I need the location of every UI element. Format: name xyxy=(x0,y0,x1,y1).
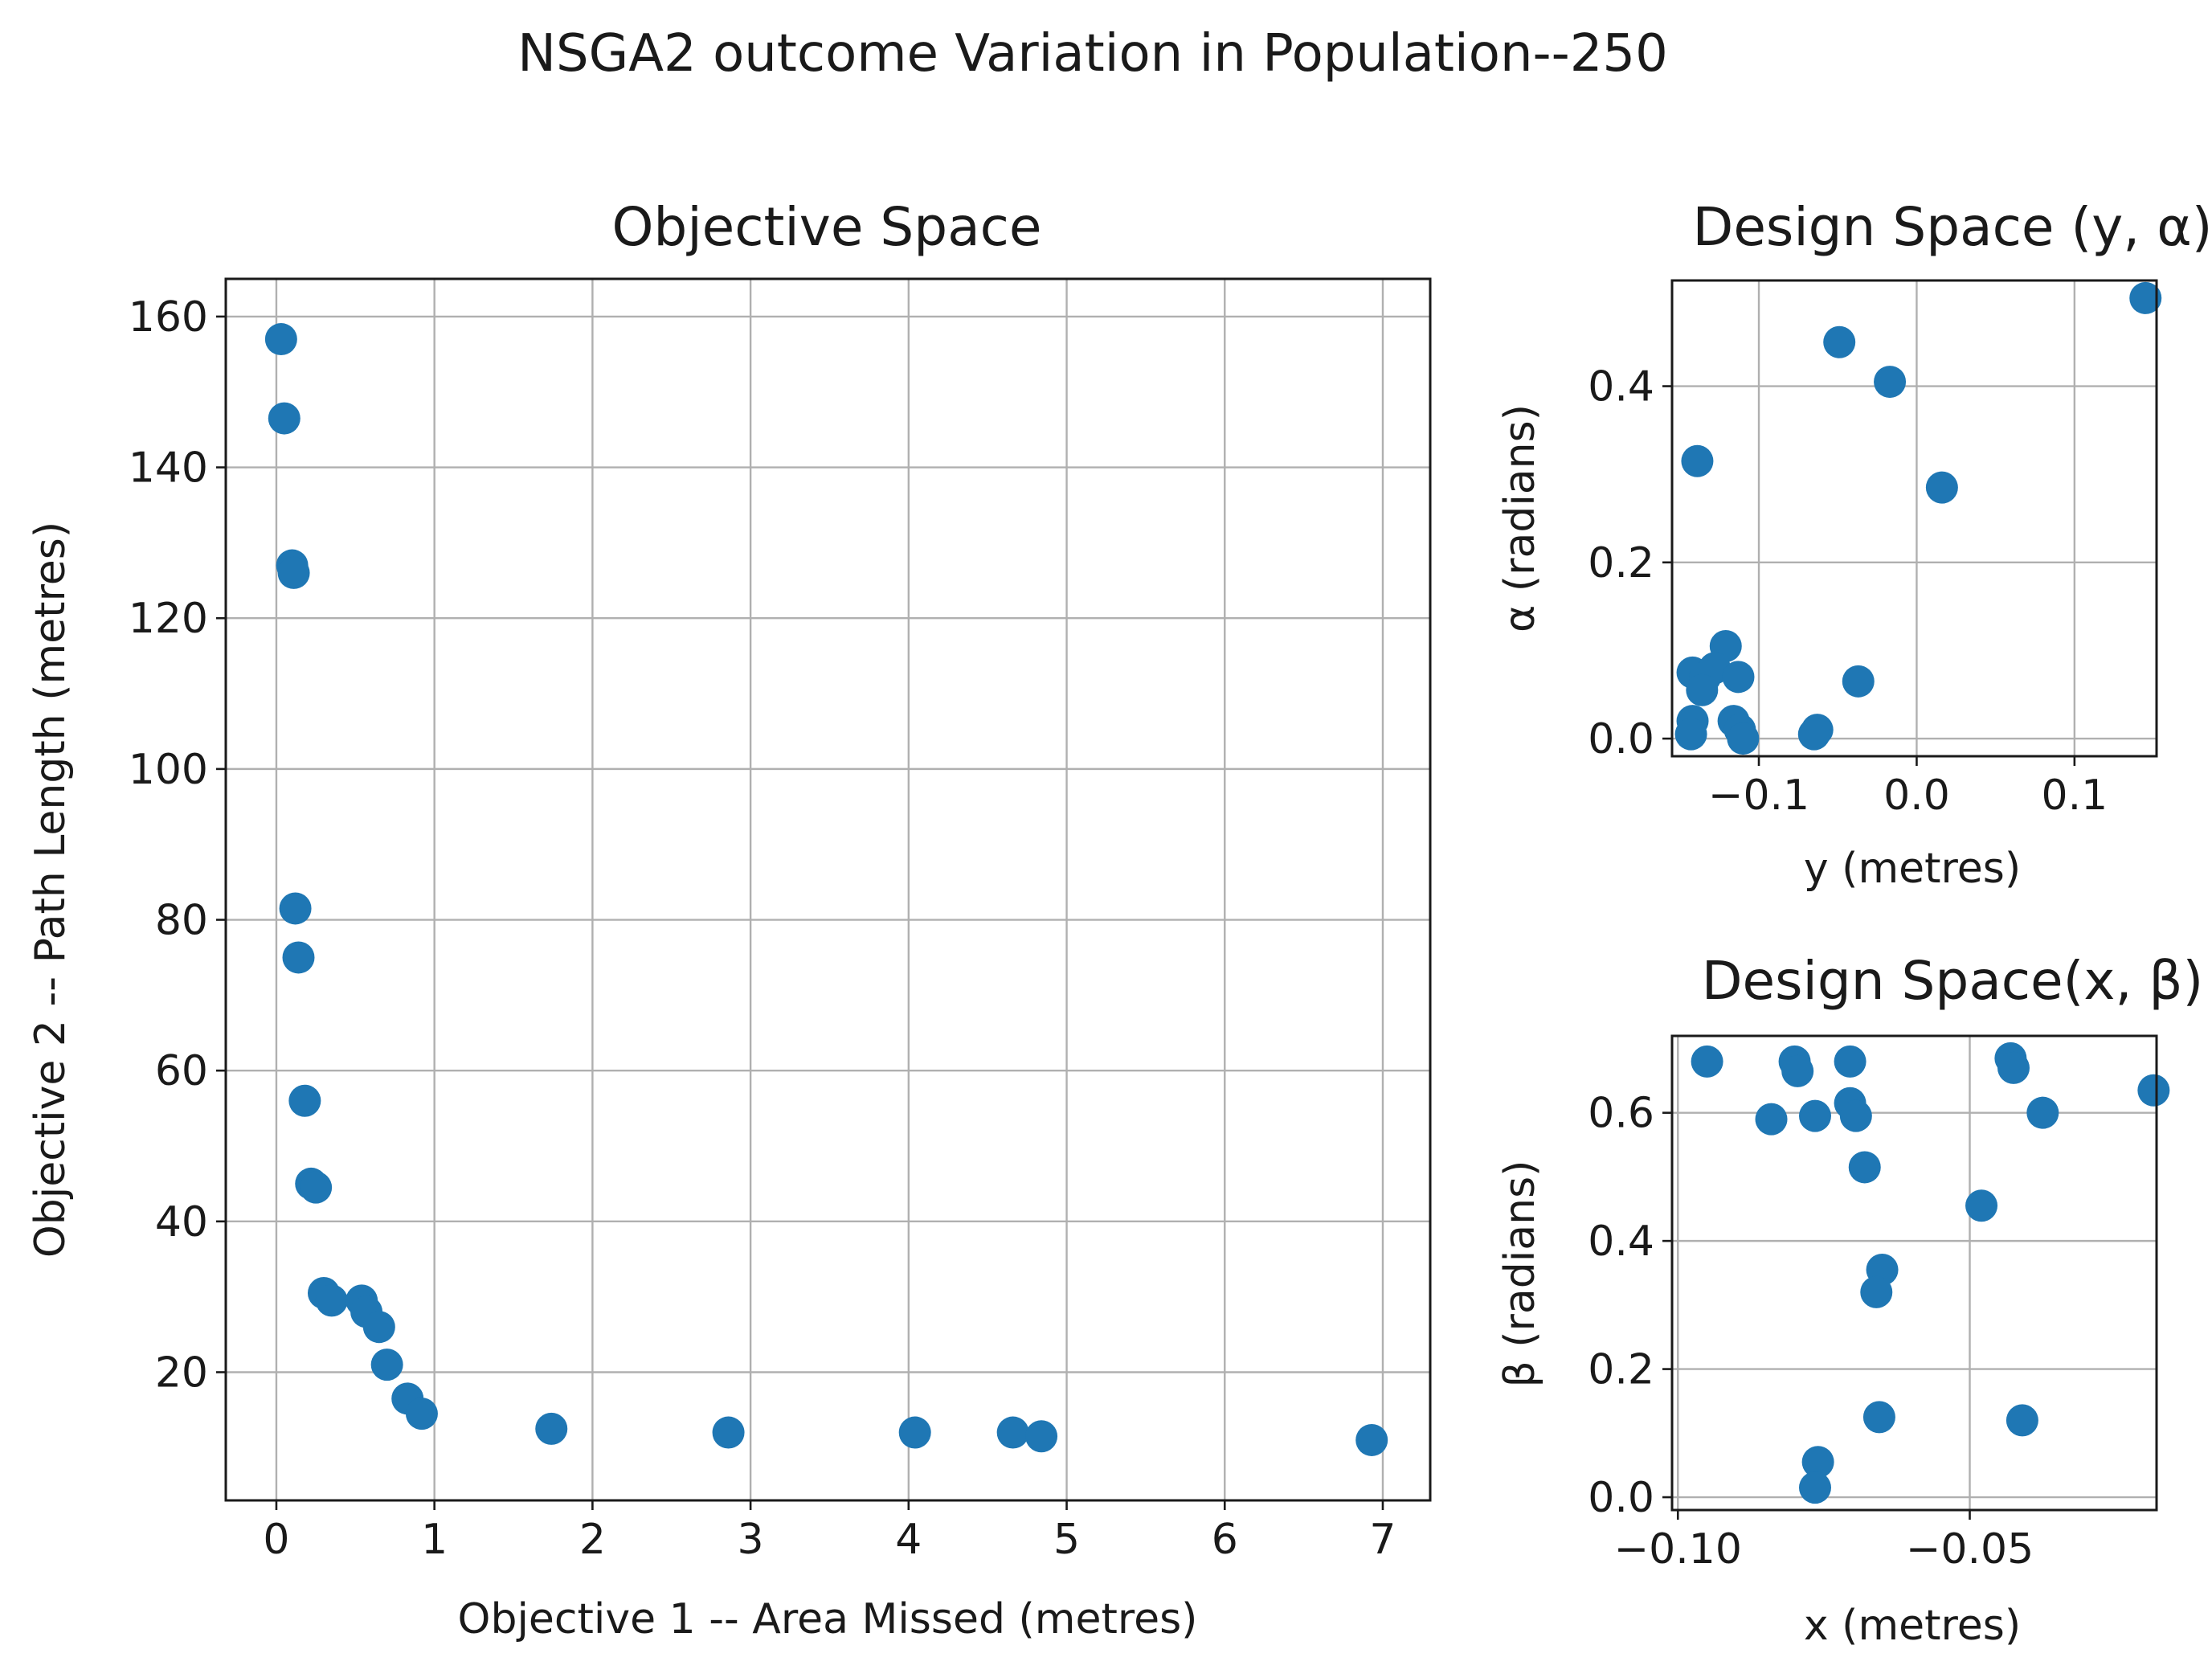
design-space-y-alpha-point xyxy=(1797,718,1830,751)
design-space-x-beta-ytick-label: 0.6 xyxy=(1588,1090,1654,1138)
design-space-x-beta-xtick-label: −0.05 xyxy=(1906,1525,2034,1574)
objective-space-point xyxy=(1355,1423,1388,1456)
design-space-y-alpha-xtick-label: 0.0 xyxy=(1883,771,1950,820)
objective-space-title: Objective Space xyxy=(611,196,1041,258)
design-space-x-beta-point xyxy=(1862,1401,1895,1434)
design-space-x-beta-ytick-label: 0.4 xyxy=(1588,1218,1654,1266)
design-space-x-beta-point xyxy=(2137,1074,2170,1107)
objective-space-point xyxy=(264,323,297,356)
design-space-x-beta-point xyxy=(1798,1099,1831,1132)
design-space-y-alpha-point xyxy=(2129,281,2162,314)
design-space-y-alpha-point xyxy=(1686,673,1719,706)
design-space-x-beta-points xyxy=(1691,1042,2170,1504)
design-space-y-alpha-point xyxy=(1727,722,1760,755)
design-space-y-alpha-ylabel: α (radians) xyxy=(1496,404,1544,632)
objective-space-ytick-label: 20 xyxy=(155,1349,208,1397)
design-space-x-beta-point xyxy=(1801,1446,1834,1479)
design-space-x-beta-title: Design Space(x, β) xyxy=(1702,950,2204,1012)
objective-space-point xyxy=(282,941,315,974)
design-space-x-beta-point xyxy=(2006,1404,2038,1437)
objective-space-point xyxy=(288,1084,321,1117)
design-space-x-beta-point xyxy=(2026,1096,2059,1129)
design-space-x-beta-point xyxy=(1781,1054,1814,1087)
design-space-y-alpha-ytick-label: 0.2 xyxy=(1588,539,1654,587)
design-space-x-beta-point xyxy=(1997,1051,2030,1084)
design-space-y-alpha-title: Design Space (y, α) xyxy=(1693,196,2212,258)
design-space-x-beta-grid xyxy=(1672,1036,2157,1510)
design-space-y-alpha-point xyxy=(1823,325,1856,358)
design-space-x-beta-point xyxy=(1691,1045,1723,1078)
design-space-y-alpha-point xyxy=(1842,665,1875,698)
design-space-y-alpha-point xyxy=(1722,661,1755,694)
objective-space-ticks: 0 1 2 3 4 5 6 7 20 40 60 80 100 120 140 160 xyxy=(129,293,1396,1564)
design-space-x-beta-frame xyxy=(1670,1034,2158,1512)
objective-space-xtick-label: 2 xyxy=(579,1516,606,1564)
design-space-y-alpha-point xyxy=(1874,366,1907,399)
design-space-y-alpha-point xyxy=(1681,444,1714,477)
objective-space-point xyxy=(405,1398,438,1430)
design-space-x-beta-point xyxy=(1848,1151,1881,1184)
objective-space-xtick-label: 0 xyxy=(263,1516,289,1564)
objective-space-xtick-label: 7 xyxy=(1369,1516,1396,1564)
design-space-x-beta-panel: Design Space(x, β) −0.10 −0.05 0.0 0.2 0.4 0.… xyxy=(1496,950,2203,1650)
objective-space-point xyxy=(315,1284,348,1317)
objective-space-point xyxy=(712,1416,745,1449)
objective-space-panel: Objective Space 0 1 2 3 4 5 6 7 20 40 60 80 100 120 14… xyxy=(27,196,1432,1643)
objective-space-point xyxy=(362,1311,395,1344)
objective-space-point xyxy=(370,1349,403,1381)
objective-space-ytick-label: 100 xyxy=(129,746,208,794)
design-space-x-beta-xtick-label: −0.10 xyxy=(1614,1525,1742,1574)
objective-space-ytick-label: 60 xyxy=(155,1047,208,1095)
objective-space-ytick-label: 140 xyxy=(129,444,208,493)
design-space-y-alpha-ytick-label: 0.4 xyxy=(1588,363,1654,411)
objective-space-frame xyxy=(224,277,1432,1502)
objective-space-xtick-label: 6 xyxy=(1212,1516,1238,1564)
objective-space-ytick-label: 80 xyxy=(155,897,208,945)
design-space-y-alpha-point xyxy=(1925,471,1958,504)
design-space-y-alpha-xtick-label: 0.1 xyxy=(2042,771,2108,820)
objective-space-ytick-label: 120 xyxy=(129,595,208,643)
design-space-y-alpha-point xyxy=(1674,718,1707,751)
design-space-y-alpha-ytick-label: 0.0 xyxy=(1588,715,1654,763)
objective-space-ylabel: Objective 2 -- Path Length (metres) xyxy=(27,522,75,1258)
design-space-x-beta-point xyxy=(1834,1045,1867,1078)
design-space-x-beta-point xyxy=(1798,1471,1831,1504)
design-space-x-beta-ylabel: β (radians) xyxy=(1496,1160,1544,1388)
objective-space-point xyxy=(300,1171,333,1204)
design-space-x-beta-ytick-label: 0.0 xyxy=(1588,1474,1654,1522)
objective-space-xtick-label: 5 xyxy=(1053,1516,1080,1564)
objective-space-xlabel: Objective 1 -- Area Missed (metres) xyxy=(458,1595,1198,1643)
objective-space-xtick-label: 4 xyxy=(895,1516,922,1564)
design-space-y-alpha-panel: Design Space (y, α) −0.1 0.0 0.10.00.20.4 … xyxy=(1496,196,2212,893)
design-space-y-alpha-xlabel: y (metres) xyxy=(1804,845,2021,893)
design-space-y-alpha-frame xyxy=(1670,279,2158,758)
objective-space-xtick-label: 3 xyxy=(738,1516,764,1564)
figure-title: NSGA2 outcome Variation in Population--2… xyxy=(517,24,1668,84)
design-space-x-beta-point xyxy=(1839,1099,1872,1132)
objective-space-points xyxy=(264,323,1388,1456)
objective-space-point xyxy=(898,1416,931,1449)
objective-space-ytick-label: 160 xyxy=(129,293,208,342)
objective-space-point xyxy=(279,892,312,925)
design-space-x-beta-xlabel: x (metres) xyxy=(1804,1602,2021,1650)
objective-space-grid xyxy=(226,279,1430,1500)
objective-space-ytick-label: 40 xyxy=(155,1198,208,1246)
design-space-x-beta-point xyxy=(1965,1189,1998,1222)
design-space-x-beta-ytick-label: 0.2 xyxy=(1588,1346,1654,1394)
design-space-x-beta-point xyxy=(1755,1103,1788,1136)
objective-space-point xyxy=(535,1412,568,1445)
design-space-x-beta-point xyxy=(1860,1275,1893,1308)
design-space-y-alpha-ticks: −0.1 0.0 0.1 0.0 0.2 0.4 xyxy=(1588,363,2108,820)
objective-space-xtick-label: 1 xyxy=(421,1516,448,1564)
objective-space-point xyxy=(277,556,310,589)
design-space-x-beta-ticks: −0.10 −0.05 0.0 0.2 0.4 0.6 xyxy=(1588,1090,2034,1574)
objective-space-point xyxy=(268,402,301,435)
objective-space-point xyxy=(1025,1420,1058,1453)
design-space-y-alpha-xtick-label: −0.1 xyxy=(1708,771,1809,820)
design-space-y-alpha-points xyxy=(1674,281,2162,755)
objective-space-point xyxy=(996,1416,1029,1449)
